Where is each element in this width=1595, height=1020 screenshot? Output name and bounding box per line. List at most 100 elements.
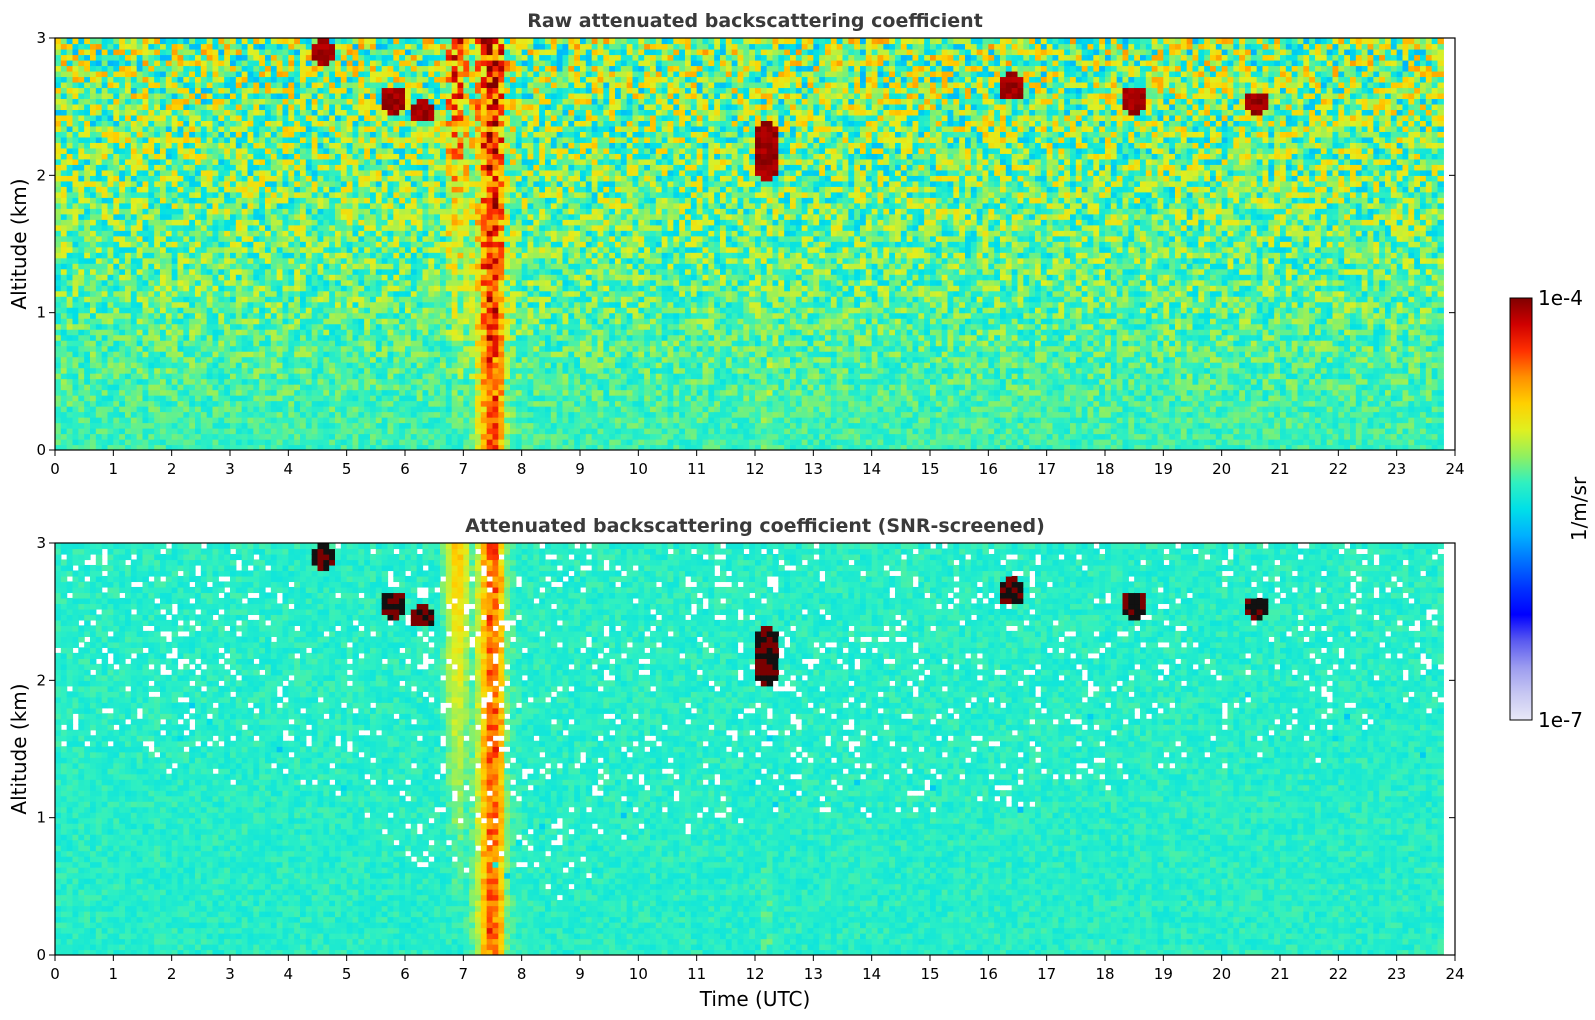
heatmap-cell (375, 351, 383, 358)
heatmap-cell (230, 164, 237, 171)
heatmap-cell (66, 252, 74, 259)
heatmap-cell (329, 323, 336, 330)
heatmap-cell (323, 114, 330, 121)
heatmap-cell (119, 142, 126, 149)
heatmap-cell (253, 257, 260, 264)
heatmap-cell (148, 158, 155, 165)
heatmap-cell (405, 384, 412, 391)
heatmap-cell (335, 411, 342, 418)
heatmap-cell (66, 433, 74, 440)
heatmap-cell (66, 136, 74, 143)
heatmap-cell (311, 87, 319, 94)
heatmap-cell (55, 329, 62, 336)
heatmap-cell (113, 180, 120, 187)
heatmap-cell (294, 400, 301, 407)
heatmap-cell (125, 202, 132, 209)
heatmap-cell (346, 307, 354, 314)
heatmap-cell (305, 235, 313, 242)
heatmap-cell (305, 340, 313, 347)
heatmap-cell (422, 279, 429, 286)
heatmap-cell (101, 202, 109, 209)
heatmap-cell (422, 367, 429, 374)
heatmap-cell (259, 70, 266, 78)
heatmap-cell (276, 175, 284, 182)
heatmap-cell (78, 241, 85, 248)
heatmap-cell (434, 439, 441, 446)
heatmap-cell (241, 252, 249, 259)
heatmap-cell (405, 70, 412, 78)
heatmap-cell (230, 274, 237, 281)
heatmap-cell (253, 38, 260, 45)
heatmap-cell (212, 65, 219, 72)
heatmap-cell (253, 191, 260, 198)
heatmap-cell (101, 59, 109, 67)
heatmap-cell (224, 389, 231, 396)
heatmap-cell (270, 334, 278, 341)
heatmap-cell (84, 81, 91, 89)
heatmap-cell (346, 378, 354, 385)
heatmap-cell (119, 329, 126, 336)
heatmap-cell (212, 38, 219, 45)
heatmap-cell (206, 114, 214, 121)
heatmap-cell (405, 340, 412, 347)
heatmap-cell (317, 87, 324, 94)
heatmap-cell (241, 362, 249, 369)
heatmap-cell (218, 318, 225, 325)
heatmap-cell (381, 340, 389, 347)
heatmap-cell (154, 307, 161, 314)
heatmap-cell (282, 351, 289, 358)
heatmap-cell (206, 76, 214, 83)
heatmap-cell (101, 290, 109, 297)
heatmap-cell (329, 417, 336, 424)
heatmap-cell (78, 224, 85, 231)
heatmap-cell (416, 406, 424, 413)
heatmap-cell (405, 180, 412, 187)
heatmap-cell (434, 142, 441, 149)
heatmap-cell (270, 136, 278, 143)
heatmap-cell (165, 169, 173, 176)
heatmap-cell (265, 279, 272, 286)
heatmap-cell (95, 263, 103, 270)
heatmap-cell (358, 197, 365, 204)
heatmap-cell (241, 136, 249, 143)
heatmap-cell (195, 345, 202, 352)
heatmap-cell (440, 191, 447, 198)
heatmap-cell (364, 76, 371, 83)
heatmap-cell (370, 87, 377, 94)
heatmap-cell (434, 263, 441, 270)
heatmap-cell (95, 444, 103, 450)
heatmap-cell (323, 175, 330, 182)
heatmap-cell (364, 307, 371, 314)
heatmap-cell (241, 378, 249, 385)
heatmap-cell (171, 103, 179, 111)
heatmap-cell (422, 241, 429, 248)
heatmap-cell (399, 268, 406, 275)
heatmap-cell (335, 235, 342, 242)
heatmap-cell (90, 147, 97, 154)
heatmap-cell (329, 235, 336, 242)
heatmap-cell (72, 422, 79, 429)
heatmap-cell (125, 400, 132, 407)
heatmap-cell (90, 98, 97, 105)
heatmap-cell (375, 263, 383, 270)
heatmap-cell (288, 422, 295, 429)
heatmap-cell (90, 59, 97, 67)
heatmap-cell (113, 208, 120, 215)
heatmap-cell (247, 153, 254, 160)
heatmap-cell (189, 65, 196, 72)
heatmap-cell (224, 120, 231, 127)
heatmap-cell (177, 296, 184, 303)
heatmap-cell (422, 400, 429, 407)
heatmap-cell (335, 224, 342, 231)
heatmap-cell (130, 411, 138, 418)
heatmap-cell (375, 362, 383, 369)
heatmap-cell (346, 213, 354, 220)
heatmap-cell (352, 351, 359, 358)
heatmap-cell (136, 224, 144, 231)
heatmap-cell (90, 422, 97, 429)
heatmap-cell (305, 373, 313, 380)
heatmap-cell (346, 59, 354, 67)
heatmap-cell (340, 158, 348, 165)
heatmap-cell (294, 169, 301, 176)
heatmap-cell (393, 257, 400, 264)
